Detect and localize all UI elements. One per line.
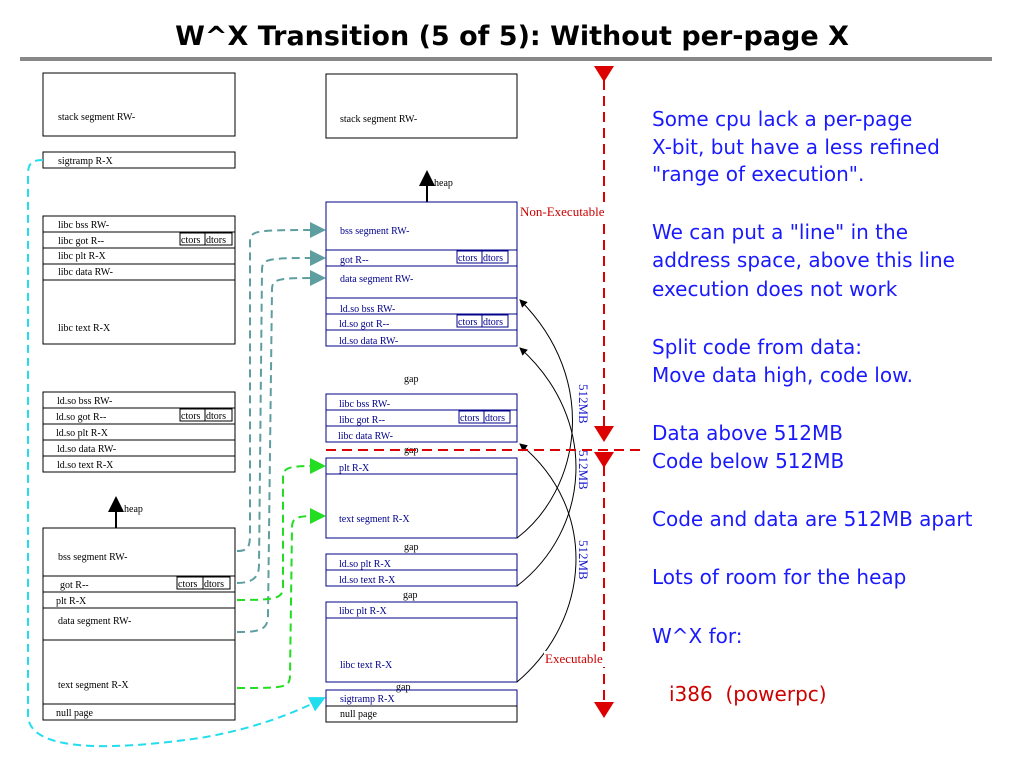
gap-label: gap [404, 542, 418, 553]
non-executable-label: Non-Executable [520, 204, 605, 219]
left-libc-got: libc got R-- [58, 236, 104, 247]
left-heap-label: heap [124, 504, 143, 515]
slide-title: W^X Transition (5 of 5): Without per-pag… [175, 21, 849, 52]
arc-libc [516, 443, 577, 683]
note-line: Code below 512MB [652, 449, 844, 473]
left-libc-text: libc text R-X [58, 323, 111, 334]
left-ldso-bss: ld.so bss RW- [57, 396, 112, 407]
right-stack-label: stack segment RW- [340, 114, 417, 125]
right-got: got R-- [340, 255, 369, 266]
right-heap-label: heap [434, 178, 453, 189]
right-data-block [325, 201, 518, 347]
left-address-space: stack segment RW- sigtramp R-X libc bss … [42, 72, 236, 721]
note-line: Split code from data: [652, 335, 862, 359]
left-null-page: null page [56, 708, 93, 719]
note-line: Data above 512MB [652, 421, 843, 445]
note-line: X-bit, but have a less refined [652, 135, 940, 159]
title-underline [20, 57, 992, 61]
right-libc-bss: libc bss RW- [339, 399, 390, 410]
right-sigtramp: sigtramp R-X [340, 694, 395, 705]
left-main-block [42, 527, 236, 721]
left-bss: bss segment RW- [58, 552, 127, 563]
right-null-page-box [325, 705, 518, 723]
left-stack-box [42, 72, 236, 137]
note-line: Lots of room for the heap [652, 565, 906, 589]
connector-bss [236, 222, 326, 552]
right-ldso-got: ld.so got R-- [339, 319, 389, 330]
left-ldso-block [42, 391, 236, 473]
arc-text-to-data [516, 299, 573, 539]
arc-ldso [516, 347, 577, 587]
dtors-label: dtors [206, 411, 226, 422]
left-got: got R-- [60, 580, 89, 591]
ctors-label: ctors [181, 411, 201, 422]
left-libc-bss: libc bss RW- [58, 220, 109, 231]
right-libc-data: libc data RW- [338, 431, 393, 442]
left-stack-label: stack segment RW- [58, 112, 135, 123]
ctors-label: ctors [181, 235, 201, 246]
note-line: "range of execution". [652, 162, 864, 186]
ctors-label: ctors [460, 413, 480, 424]
right-bss: bss segment RW- [340, 226, 409, 237]
ctors-label: ctors [458, 253, 478, 264]
right-ldso-data: ld.so data RW- [339, 336, 398, 347]
left-libc-data: libc data RW- [58, 267, 113, 278]
gap-label: gap [396, 682, 410, 693]
left-ldso-plt: ld.so plt R-X [56, 428, 109, 439]
dtors-label: dtors [483, 317, 503, 328]
right-text: text segment R-X [339, 514, 410, 525]
left-sigtramp-label: sigtramp R-X [58, 156, 113, 167]
executable-label: Executable [545, 651, 603, 666]
gap-label: gap [403, 590, 417, 601]
dtors-label: dtors [204, 579, 224, 590]
right-stack-box [325, 73, 518, 139]
right-plt: plt R-X [339, 463, 370, 474]
right-ldso-text: ld.so text R-X [339, 575, 396, 586]
connector-sigtramp [27, 159, 326, 748]
distance-arcs [516, 299, 577, 683]
dtors-label: dtors [483, 253, 503, 264]
note-line: We can put a "line" in the [652, 220, 908, 244]
size-label-3: 512MB [576, 540, 591, 580]
note-line: Move data high, code low. [652, 363, 913, 387]
right-libc-data-block [325, 393, 518, 443]
note-line: Some cpu lack a per-page [652, 107, 912, 131]
dtors-label: dtors [206, 235, 226, 246]
connector-text [236, 508, 326, 689]
connector-plt [236, 458, 326, 601]
gap-label: gap [404, 374, 418, 385]
left-ldso-text: ld.so text R-X [57, 460, 114, 471]
right-address-space: stack segment RW- heap bss segment RW- g… [325, 73, 518, 723]
left-ldso-got: ld.so got R-- [56, 412, 106, 423]
left-data: data segment RW- [58, 616, 131, 627]
dtors-label: dtors [485, 413, 505, 424]
right-libc-plt: libc plt R-X [339, 606, 388, 617]
note-architectures: i386 (powerpc) [669, 682, 827, 706]
connector-data [236, 270, 326, 633]
size-label-2: 512MB [576, 450, 591, 490]
right-libc-text: libc text R-X [340, 660, 393, 671]
connector-got [236, 250, 326, 584]
note-line: execution does not work [652, 277, 898, 301]
right-null-page: null page [340, 709, 377, 720]
left-plt: plt R-X [56, 596, 87, 607]
size-label-1: 512MB [576, 384, 591, 424]
notes: Some cpu lack a per-page X-bit, but have… [652, 107, 973, 706]
right-ldso-plt: ld.so plt R-X [339, 559, 392, 570]
left-libc-plt: libc plt R-X [58, 251, 107, 262]
note-line: Code and data are 512MB apart [652, 507, 973, 531]
right-data: data segment RW- [340, 274, 413, 285]
right-ldso-bss: ld.so bss RW- [340, 304, 395, 315]
mapping-connectors [27, 159, 326, 748]
left-text: text segment R-X [58, 680, 129, 691]
right-main-text-block [325, 457, 518, 539]
right-libc-text-block [325, 601, 518, 683]
note-line: W^X for: [652, 624, 742, 648]
left-ldso-data: ld.so data RW- [57, 444, 116, 455]
ctors-label: ctors [458, 317, 478, 328]
ctors-label: ctors [178, 579, 198, 590]
note-line: address space, above this line [652, 248, 955, 272]
right-libc-got: libc got R-- [339, 415, 385, 426]
